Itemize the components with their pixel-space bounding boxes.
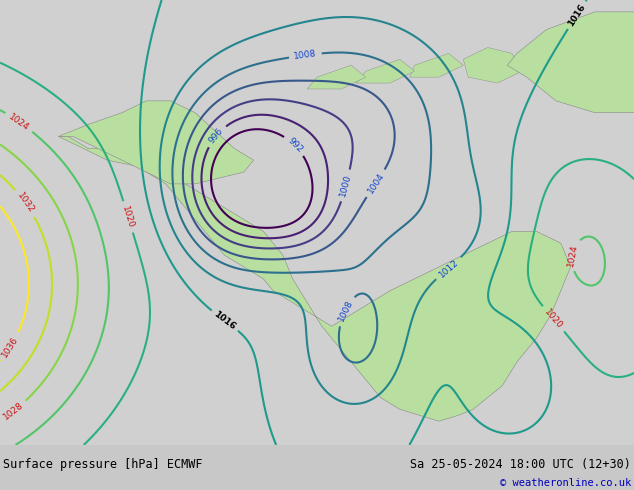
Polygon shape [410, 53, 463, 77]
Text: 1020: 1020 [543, 307, 564, 330]
Text: 1016: 1016 [566, 2, 587, 28]
Text: 1004: 1004 [366, 172, 386, 196]
Polygon shape [58, 101, 254, 184]
Text: 1020: 1020 [120, 205, 136, 229]
Text: 1032: 1032 [15, 191, 36, 215]
Text: 1028: 1028 [1, 401, 25, 422]
Text: 992: 992 [285, 136, 304, 154]
Polygon shape [507, 12, 634, 113]
Text: 1008: 1008 [294, 49, 318, 61]
Text: 1024: 1024 [7, 112, 31, 132]
Text: 1000: 1000 [339, 173, 353, 198]
Text: 1024: 1024 [567, 243, 579, 267]
Text: 1012: 1012 [437, 257, 460, 279]
Polygon shape [307, 65, 366, 89]
Text: © weatheronline.co.uk: © weatheronline.co.uk [500, 478, 631, 488]
Text: 1036: 1036 [1, 335, 20, 359]
Text: 1016: 1016 [212, 310, 237, 332]
Polygon shape [58, 136, 571, 421]
Text: Surface pressure [hPa] ECMWF: Surface pressure [hPa] ECMWF [3, 458, 203, 470]
Text: 996: 996 [207, 126, 225, 146]
Polygon shape [356, 59, 415, 83]
Text: 1008: 1008 [336, 298, 354, 323]
Polygon shape [463, 48, 522, 83]
Text: Sa 25-05-2024 18:00 UTC (12+30): Sa 25-05-2024 18:00 UTC (12+30) [410, 458, 631, 470]
